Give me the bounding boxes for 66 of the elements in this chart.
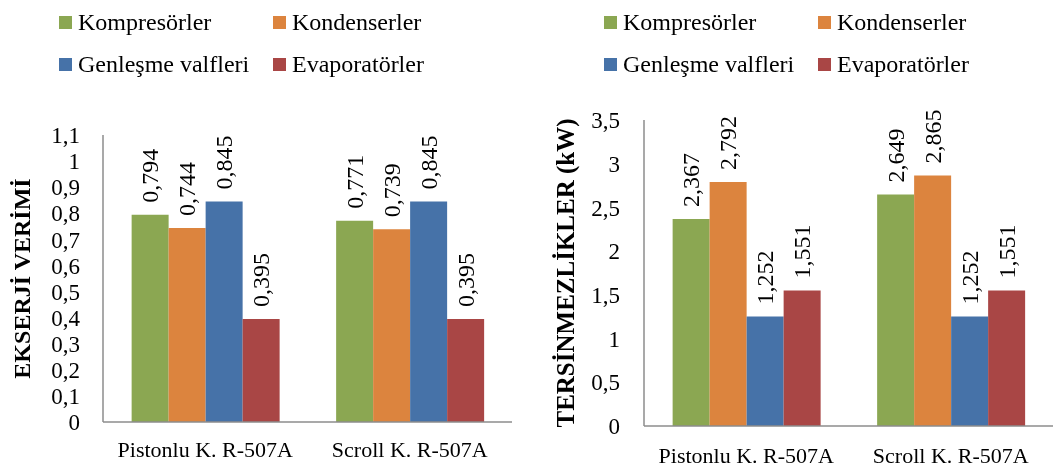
bar <box>168 227 206 422</box>
y-tick-label: 1 <box>608 326 620 352</box>
bar <box>951 316 989 426</box>
data-label: 2,865 <box>919 109 946 164</box>
data-label: 2,792 <box>715 115 742 170</box>
y-tick-label: 3,5 <box>591 108 620 134</box>
x-tick-label: Scroll K. R-507A <box>331 436 488 462</box>
y-tick-label: 0,6 <box>51 253 80 279</box>
data-label: 1,551 <box>993 224 1020 279</box>
legend-label: Kompresörler <box>623 8 757 36</box>
data-label: 0,744 <box>174 161 201 216</box>
y-tick-label: 2,5 <box>591 195 620 221</box>
data-label: 1,551 <box>789 224 816 279</box>
bar <box>242 318 280 422</box>
data-label: 0,739 <box>378 163 405 218</box>
x-tick-label: Pistonlu K. R-507A <box>658 442 835 468</box>
y-tick-label: 0,9 <box>51 175 80 201</box>
x-tick-label: Scroll K. R-507A <box>872 442 1029 468</box>
x-tick-label: Pistonlu K. R-507A <box>117 436 294 462</box>
data-label: 0,794 <box>137 148 164 203</box>
y-tick-label: 2 <box>608 239 620 265</box>
bar <box>914 175 952 426</box>
legend-label: Kompresörler <box>78 8 212 36</box>
data-label: 0,845 <box>211 135 238 190</box>
data-label: 2,649 <box>882 128 909 183</box>
data-label: 0,845 <box>415 135 442 190</box>
y-tick-label: 0,7 <box>51 227 80 253</box>
legend-label: Evaporatörler <box>837 50 969 78</box>
y-tick-label: 0 <box>68 410 80 436</box>
legend-label: Evaporatörler <box>292 50 424 78</box>
bar <box>131 214 169 422</box>
y-tick-label: 1,5 <box>591 283 620 309</box>
y-tick-label: 0,8 <box>51 201 80 227</box>
y-tick-label: 0,1 <box>51 384 80 410</box>
y-tick-label: 1 <box>68 149 80 175</box>
data-label: 0,395 <box>248 252 275 307</box>
bar <box>877 194 915 426</box>
bar <box>205 201 243 422</box>
y-tick-label: 3 <box>608 151 620 177</box>
data-label: 0,395 <box>452 252 479 307</box>
y-tick-label: 0,5 <box>51 279 80 305</box>
bar <box>410 201 448 422</box>
data-label: 2,367 <box>678 153 705 208</box>
legend-label: Kondenserler <box>292 8 422 36</box>
bar <box>672 219 710 426</box>
bar <box>373 229 411 422</box>
y-tick-label: 1,1 <box>51 123 80 149</box>
y-tick-label: 0,4 <box>51 305 81 331</box>
bar <box>447 318 485 422</box>
y-tick-label: 0,5 <box>591 370 620 396</box>
data-label: 1,252 <box>956 250 983 305</box>
bar <box>988 290 1026 426</box>
bar <box>783 290 821 426</box>
data-label: 1,252 <box>752 250 779 305</box>
y-tick-label: 0 <box>608 414 620 440</box>
y-axis-title: TERSİNMEZLİKLER (kW) <box>551 118 580 428</box>
bar <box>709 181 747 426</box>
legend-label: Genleşme valfleri <box>623 50 795 78</box>
y-axis-title: EKSERJİ VERİMİ <box>9 178 35 379</box>
data-label: 0,771 <box>341 154 368 209</box>
bar <box>336 220 374 422</box>
legend-label: Kondenserler <box>837 8 967 36</box>
bar <box>746 316 784 426</box>
y-tick-label: 0,3 <box>51 331 80 357</box>
legend-label: Genleşme valfleri <box>78 50 250 78</box>
y-tick-label: 0,2 <box>51 357 80 383</box>
